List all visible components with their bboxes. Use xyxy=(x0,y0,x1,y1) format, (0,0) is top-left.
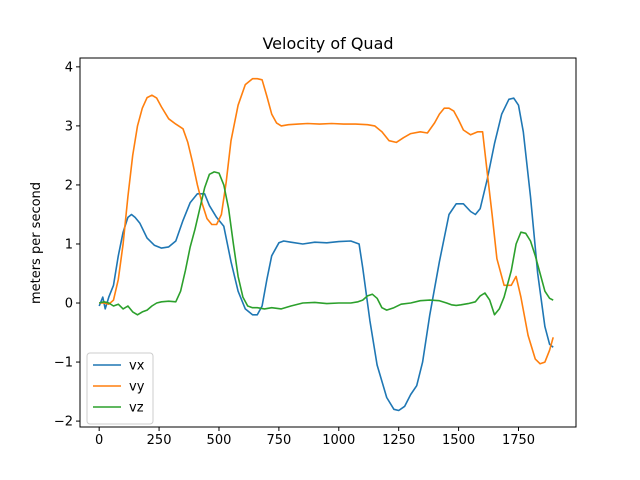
x-tick-label: 1250 xyxy=(382,433,415,448)
x-tick-label: 500 xyxy=(207,433,232,448)
legend: vx vy vz xyxy=(86,352,154,425)
legend-label-vz: vz xyxy=(129,401,144,416)
series-line-vy xyxy=(99,77,554,365)
plot-frame xyxy=(79,57,577,428)
y-axis-label: meters per second xyxy=(29,182,44,304)
axes: 0 250 500 750 1000 1250 1500 1750 −2 −1 0 1 2 3 4 xyxy=(54,57,577,448)
y-tick-label: 0 xyxy=(65,297,73,312)
y-tick-label: 2 xyxy=(65,178,73,193)
y-tick-label: −1 xyxy=(54,356,73,371)
series-line-vx xyxy=(98,97,554,412)
legend-label-vy: vy xyxy=(129,380,145,395)
y-tick-label: 1 xyxy=(65,237,73,252)
series-line-vz xyxy=(99,171,554,316)
legend-label-vx: vx xyxy=(129,359,145,374)
y-tick-label: −2 xyxy=(54,415,73,430)
y-tick-label: 4 xyxy=(65,60,73,75)
x-tick-label: 750 xyxy=(266,433,291,448)
x-tick-label: 0 xyxy=(95,433,103,448)
chart-title: Velocity of Quad xyxy=(262,34,393,53)
x-tick-label: 1000 xyxy=(322,433,355,448)
x-tick-label: 1750 xyxy=(502,433,535,448)
y-tick-label: 3 xyxy=(65,119,73,134)
x-tick-label: 250 xyxy=(147,433,172,448)
x-tick-label: 1500 xyxy=(442,433,475,448)
plot-area xyxy=(98,77,554,412)
